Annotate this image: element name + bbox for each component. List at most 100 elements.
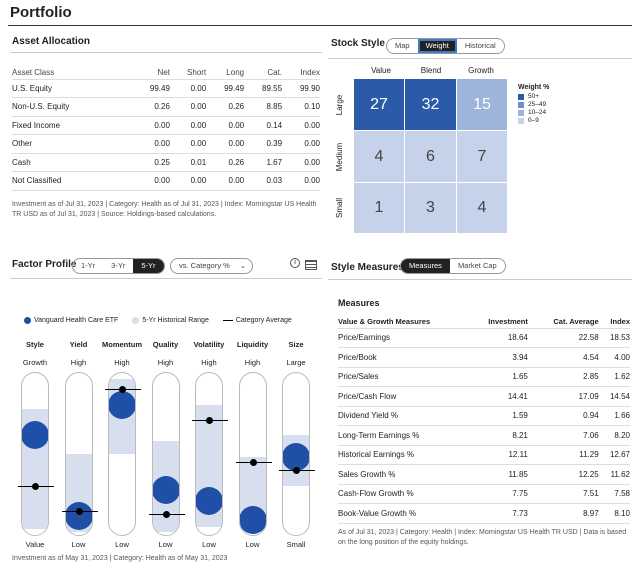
header-asset-class: Asset Class [12, 66, 132, 80]
weight-legend: Weight % 50+ 25–49 10–24 0–9 [518, 84, 549, 125]
category-average-icon [162, 510, 170, 518]
tab-measures[interactable]: Measures [401, 259, 450, 273]
table-row: U.S. Equity 99.49 0.00 99.49 89.55 99.90 [12, 79, 320, 98]
cell: 0.10 [282, 97, 320, 117]
cell: 2.85 [527, 367, 599, 387]
col-label-value: Value [371, 66, 391, 75]
measures-header-row: Value & Growth Measures Investment Cat. … [338, 316, 630, 329]
factor-profile-footnote: Investment as of May 31, 2023 | Category… [12, 555, 228, 562]
header-index: Index [598, 316, 630, 329]
category-dropdown-label: vs. Category % [179, 261, 230, 270]
table-row: Cash-Flow Growth % 7.75 7.51 7.58 [338, 484, 630, 504]
factor-category-marker [105, 386, 141, 394]
factor-category-marker [192, 416, 228, 424]
cell: 4.54 [527, 347, 599, 368]
cell: Other [12, 134, 132, 154]
factor-top-label: Growth [22, 358, 48, 367]
tab-weight[interactable]: Weight [417, 39, 457, 53]
tab-1yr[interactable]: 1-Yr [81, 261, 96, 270]
style-cell-small-blend: 3 [405, 183, 456, 233]
header-measure: Value & Growth Measures [338, 316, 466, 329]
factor-bottom-label: Value [25, 540, 45, 549]
factor-profile-divider [10, 278, 322, 279]
range-dot-icon [132, 317, 140, 324]
category-average-icon [119, 386, 126, 394]
table-row: Price/Cash Flow 14.41 17.09 14.54 [338, 386, 630, 407]
cell: 4.00 [598, 347, 630, 368]
asset-allocation-title: Asset Allocation [12, 36, 90, 47]
factor-name: Volatility [193, 340, 225, 349]
style-measures-divider [328, 279, 632, 280]
asset-allocation-footnote: Investment as of Jul 31, 2023 | Category… [12, 201, 317, 218]
stock-style-divider [328, 58, 632, 59]
style-cell-large-value: 27 [354, 79, 404, 130]
cell: 7.73 [466, 503, 528, 524]
cell: 0.00 [282, 116, 320, 135]
cell: 0.00 [169, 134, 207, 154]
category-average-icon [75, 507, 83, 515]
category-average-icon [32, 483, 39, 491]
cell: 12.25 [527, 464, 599, 485]
cell: 14.41 [466, 386, 528, 407]
factor-fund-marker [239, 506, 266, 535]
stock-style-tabs: Map Weight Historical [386, 38, 505, 54]
factor-bottom-label: Low [158, 540, 173, 549]
table-row: Price/Earnings 18.64 22.58 18.53 [338, 328, 630, 348]
legend-item: Vanguard Health Care ETF [24, 317, 118, 324]
factor-fund-marker [196, 486, 222, 515]
cell: 0.00 [206, 116, 245, 135]
factor-category-marker [235, 459, 272, 467]
row-label-small: Small [335, 198, 344, 219]
cell: 1.65 [466, 367, 528, 387]
cell: U.S. Equity [12, 79, 132, 98]
cell: 99.49 [206, 79, 245, 98]
cell: 12.67 [598, 445, 630, 465]
tab-3yr[interactable]: 3-Yr [111, 261, 126, 270]
factor-top-label: High [244, 358, 261, 367]
page-title: Portfolio [10, 4, 72, 21]
category-dropdown[interactable]: vs. Category % ⌄ [170, 258, 254, 274]
cell: 1.62 [598, 367, 630, 387]
category-average-icon [222, 320, 233, 321]
legend-label: 0–9 [528, 117, 539, 124]
table-row: Book-Value Growth % 7.73 8.97 8.10 [338, 503, 630, 524]
legend-item: 50+ [518, 93, 549, 101]
factor-bottom-label: Low [245, 540, 260, 549]
cell: 99.90 [282, 79, 320, 98]
cell: 1.59 [466, 406, 528, 426]
cell: 0.00 [169, 171, 207, 191]
table-row: Fixed Income 0.00 0.00 0.00 0.14 0.00 [12, 116, 320, 135]
legend-label: Category Average [235, 317, 292, 324]
legend-item: 25–49 [518, 101, 549, 109]
tab-market-cap[interactable]: Market Cap [457, 261, 497, 270]
legend-item: 5-Yr Historical Range [132, 317, 209, 324]
cell: 0.00 [206, 171, 245, 191]
table-row: Dividend Yield % 1.59 0.94 1.66 [338, 406, 630, 426]
factor-top-label: Large [286, 358, 306, 367]
factor-category-marker [148, 510, 185, 518]
legend-label: Vanguard Health Care ETF [34, 317, 119, 324]
cell: 0.00 [282, 153, 320, 172]
cell: 14.54 [598, 386, 630, 407]
cell: 99.49 [132, 79, 170, 98]
tab-5yr[interactable]: 5-Yr [133, 259, 164, 273]
style-column-labels: Value Blend Growth [356, 66, 506, 75]
info-icon[interactable]: i [290, 258, 300, 268]
cell: 0.00 [132, 171, 170, 191]
table-view-icon[interactable] [305, 260, 317, 270]
header-investment: Investment [466, 316, 528, 329]
tab-historical[interactable]: Historical [464, 41, 496, 50]
cell: 11.85 [466, 464, 528, 485]
style-measures-footnote: As of Jul 31, 2023 | Category: Health | … [338, 529, 627, 546]
tab-map[interactable]: Map [395, 41, 410, 50]
cell: 0.14 [244, 116, 283, 135]
cell: Price/Earnings [338, 328, 466, 348]
header-short: Short [169, 66, 207, 80]
legend-swatch [518, 110, 524, 116]
cell: Not Classified [12, 171, 132, 191]
cell: Historical Earnings % [338, 445, 466, 465]
table-row: Cash 0.25 0.01 0.26 1.67 0.00 [12, 153, 320, 172]
cell: 18.64 [466, 328, 528, 348]
cell: 17.09 [527, 386, 599, 407]
table-row: Long-Term Earnings % 8.21 7.06 8.20 [338, 425, 630, 446]
